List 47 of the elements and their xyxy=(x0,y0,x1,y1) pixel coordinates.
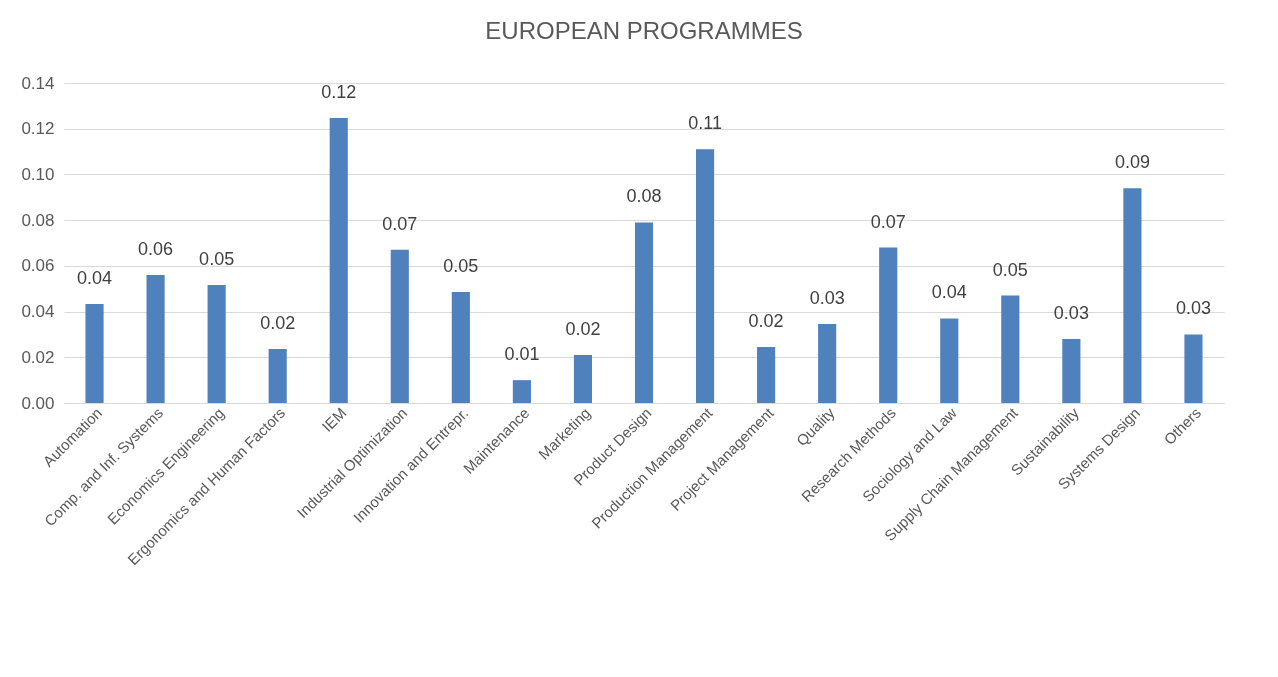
y-tick-label: 0.06 xyxy=(21,256,55,276)
y-tick-label: 0.00 xyxy=(21,393,55,413)
chart-title: EUROPEAN PROGRAMMES xyxy=(485,17,803,44)
data-label: 0.04 xyxy=(931,282,967,303)
bar xyxy=(879,247,898,403)
bar xyxy=(634,222,654,403)
data-label: 0.03 xyxy=(1175,298,1211,319)
data-label: 0.12 xyxy=(321,81,357,102)
bar xyxy=(1184,334,1203,403)
bar xyxy=(146,275,165,403)
data-label: 0.07 xyxy=(870,211,906,232)
data-label: 0.06 xyxy=(138,239,174,259)
bar xyxy=(1001,295,1020,403)
data-label: 0.08 xyxy=(626,186,662,207)
data-label: 0.11 xyxy=(688,113,722,134)
data-label: 0.01 xyxy=(504,344,540,365)
bar xyxy=(940,318,959,403)
y-tick-label: 0.12 xyxy=(21,119,55,139)
bar xyxy=(1123,188,1142,403)
data-label: 0.02 xyxy=(565,319,601,339)
y-tick-label: 0.04 xyxy=(21,302,55,322)
bar xyxy=(390,249,409,403)
data-label: 0.05 xyxy=(443,255,479,276)
y-tick-label: 0.10 xyxy=(21,164,55,184)
bar xyxy=(757,347,776,403)
bar xyxy=(85,304,104,403)
bar xyxy=(1062,339,1081,403)
y-tick-label: 0.08 xyxy=(21,210,55,230)
bar xyxy=(329,117,348,403)
bar xyxy=(268,349,287,403)
data-label: 0.09 xyxy=(1114,152,1150,173)
bar xyxy=(818,323,837,403)
data-label: 0.03 xyxy=(809,287,845,308)
data-label: 0.05 xyxy=(992,259,1028,280)
data-label: 0.02 xyxy=(260,313,296,334)
y-tick-label: 0.14 xyxy=(21,73,55,93)
data-label: 0.04 xyxy=(77,268,113,289)
data-label: 0.02 xyxy=(748,311,784,331)
bar xyxy=(512,380,531,403)
bar xyxy=(573,355,593,403)
data-label: 0.05 xyxy=(199,249,235,270)
y-tick-label: 0.02 xyxy=(21,347,55,367)
data-label: 0.07 xyxy=(382,213,418,234)
data-label: 0.03 xyxy=(1053,303,1089,323)
bar xyxy=(695,149,715,403)
bar xyxy=(207,285,226,403)
bar xyxy=(451,291,470,403)
